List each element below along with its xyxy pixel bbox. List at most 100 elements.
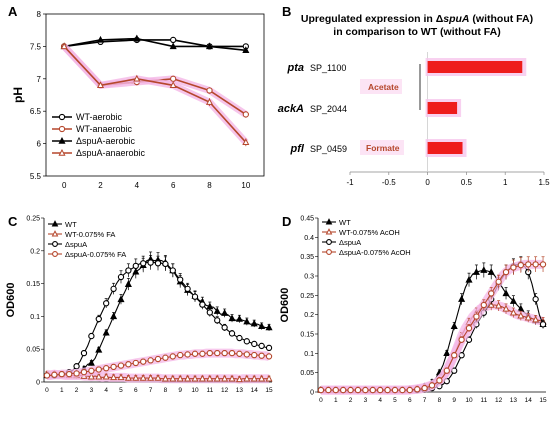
data-point xyxy=(391,386,399,394)
series-halo xyxy=(320,300,545,395)
group-label-halo xyxy=(360,140,404,155)
data-point xyxy=(139,374,147,381)
y-tick-label: 0.15 xyxy=(26,281,40,288)
data-point xyxy=(169,267,176,274)
series-line xyxy=(320,269,544,391)
x-tick-label: 7 xyxy=(149,387,153,394)
data-point xyxy=(205,98,214,105)
data-point xyxy=(213,374,221,382)
data-point xyxy=(243,317,251,325)
x-tick-label: 8 xyxy=(164,387,168,394)
data-point xyxy=(214,349,221,357)
legend-label: ΔspuA-anaerobic xyxy=(76,148,146,158)
panel-label-b: B xyxy=(282,4,291,19)
data-point xyxy=(87,372,95,380)
data-point xyxy=(205,42,214,50)
series-line xyxy=(63,45,247,143)
data-point xyxy=(399,386,406,394)
y-tick-label: 0.3 xyxy=(304,274,314,281)
data-point xyxy=(199,350,206,357)
x-tick-label: 0 xyxy=(319,397,323,404)
data-point xyxy=(88,367,95,374)
data-point xyxy=(154,355,162,363)
data-point xyxy=(95,315,102,323)
data-point xyxy=(258,342,265,350)
locus-label: SP_2044 xyxy=(310,104,347,114)
legend-marker xyxy=(52,251,58,257)
x-tick-label: 4 xyxy=(135,181,140,190)
legend-label: WT-0.075% AcOH xyxy=(339,228,400,237)
x-tick-label: 10 xyxy=(191,387,199,394)
y-tick-label: 0.05 xyxy=(26,347,40,354)
data-point xyxy=(213,307,221,314)
data-point xyxy=(96,81,105,89)
series-3 xyxy=(317,256,547,395)
data-point xyxy=(250,319,258,327)
data-point xyxy=(325,386,332,394)
x-tick-label: 2 xyxy=(349,397,353,404)
data-point xyxy=(221,309,229,316)
data-point xyxy=(495,278,502,285)
data-point xyxy=(95,345,103,353)
data-point xyxy=(487,268,495,275)
group-label-formate: Formate xyxy=(366,143,400,153)
data-point xyxy=(235,314,243,322)
data-point xyxy=(517,262,524,269)
data-point xyxy=(236,334,243,342)
panel-label-c: C xyxy=(8,214,18,229)
data-point xyxy=(243,338,250,345)
data-point xyxy=(532,296,539,303)
data-point xyxy=(221,374,229,382)
data-point xyxy=(184,351,191,358)
data-point xyxy=(154,374,162,381)
y-tick-label: 0.4 xyxy=(304,235,314,242)
series-3 xyxy=(43,348,273,380)
series-halo xyxy=(320,259,544,395)
y-tick-label: 7 xyxy=(37,75,42,84)
data-point xyxy=(198,374,206,382)
data-point xyxy=(133,74,141,82)
title-prefix: Upregulated expression in Δ xyxy=(301,13,444,25)
legend-label: ΔspuA xyxy=(339,238,361,247)
x-tick-label: 0 xyxy=(425,178,430,187)
data-point xyxy=(428,382,436,389)
data-point xyxy=(154,260,162,267)
legend-label: ΔspuA xyxy=(65,240,87,249)
data-point xyxy=(132,262,139,270)
data-point xyxy=(347,386,354,394)
data-point xyxy=(495,301,503,309)
y-tick-label: 0.2 xyxy=(304,312,314,319)
data-point xyxy=(473,313,480,320)
data-point xyxy=(132,374,140,381)
x-tick-label: 14 xyxy=(525,397,533,404)
data-point xyxy=(95,372,103,380)
data-point xyxy=(443,367,450,374)
legend-marker xyxy=(325,228,333,235)
data-point xyxy=(236,350,243,357)
data-point xyxy=(525,261,532,268)
y-tick-label: 0 xyxy=(310,390,314,397)
legend-marker xyxy=(326,239,332,245)
x-tick-label: 1.5 xyxy=(538,178,550,187)
gene-label: pta xyxy=(287,62,305,74)
legend-marker xyxy=(51,230,59,237)
y-tick-label: 6.5 xyxy=(30,107,42,116)
data-point xyxy=(228,330,236,337)
data-point xyxy=(206,349,213,357)
legend-label: WT-anaerobic xyxy=(76,124,133,134)
data-point xyxy=(243,351,250,358)
x-tick-label: 10 xyxy=(465,397,473,404)
x-tick-label: 0 xyxy=(62,181,67,190)
data-point xyxy=(369,386,376,394)
data-point xyxy=(340,386,347,394)
x-tick-label: 6 xyxy=(134,387,138,394)
x-tick-label: 9 xyxy=(452,397,456,404)
series-2 xyxy=(317,256,547,394)
data-point xyxy=(170,75,177,82)
title-suffix: (without FA) xyxy=(470,13,534,25)
data-point xyxy=(354,386,362,394)
data-point xyxy=(140,358,147,365)
series-line xyxy=(320,304,544,391)
y-tick-label: 7.5 xyxy=(30,42,42,51)
